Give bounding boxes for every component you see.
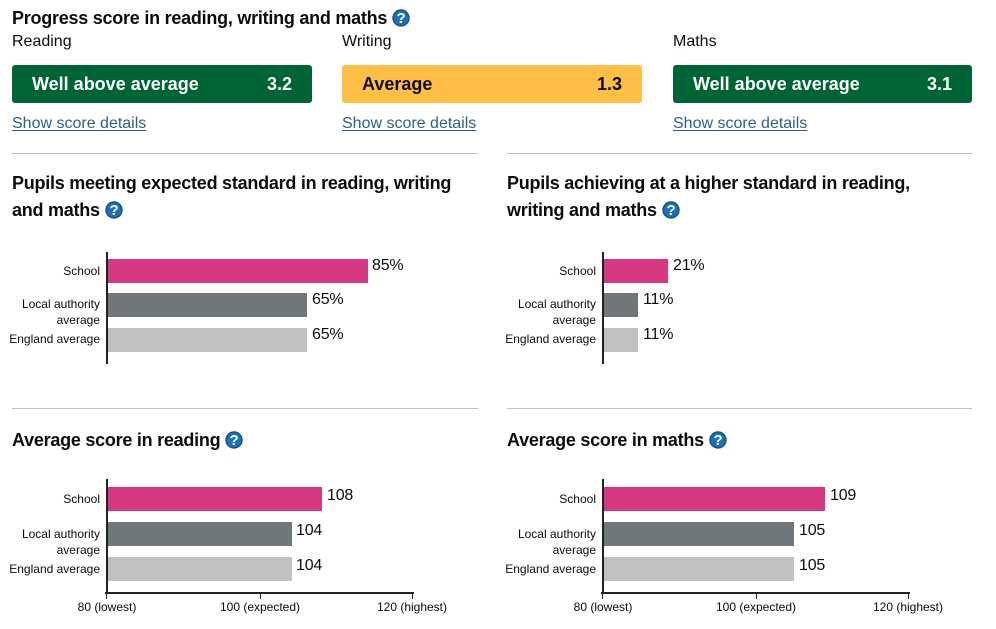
svg-text:?: ? [396, 10, 405, 27]
svg-text:?: ? [109, 202, 118, 219]
svg-text:?: ? [713, 432, 722, 449]
svg-text:?: ? [230, 432, 239, 449]
svg-text:?: ? [666, 202, 675, 219]
